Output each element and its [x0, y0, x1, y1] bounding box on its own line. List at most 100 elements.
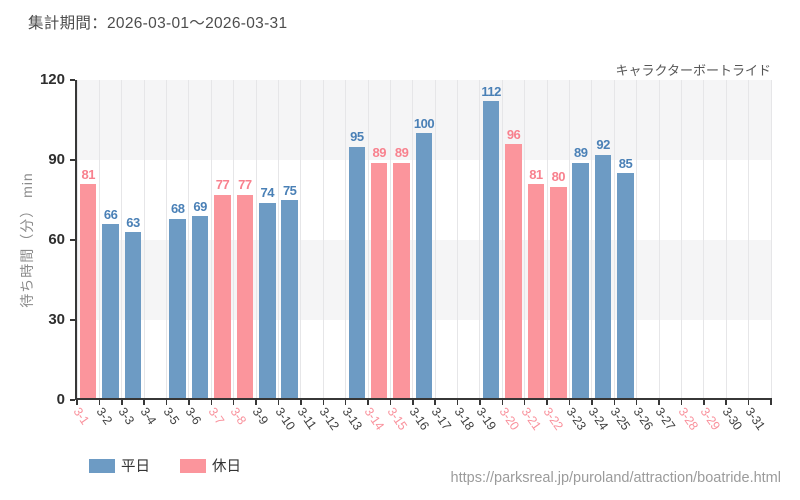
x-axis-tick [434, 400, 436, 405]
x-tick-label: 3-18 [451, 405, 477, 433]
x-tick-label: 3-29 [697, 405, 723, 433]
x-tick-label: 3-21 [518, 405, 544, 433]
x-tick-label: 3-10 [272, 405, 298, 433]
x-tick-label: 3-30 [719, 405, 746, 433]
gridline [569, 80, 571, 400]
x-tick-label: 3-4 [137, 405, 160, 428]
bar-3-14 [370, 162, 388, 400]
bar-3-22 [550, 186, 567, 400]
bar-3-23 [572, 162, 589, 400]
legend-item-weekday: 平日 [89, 455, 150, 476]
y-tick-label: 120 [39, 71, 65, 88]
gridline [501, 80, 503, 400]
x-axis-tick [703, 400, 705, 405]
x-axis-tick [344, 400, 347, 405]
gridline [457, 80, 459, 400]
bar-value-label: 112 [481, 83, 501, 99]
y-tick-label: 30 [48, 311, 65, 328]
x-axis-tick [210, 400, 213, 405]
x-axis-tick [277, 400, 280, 405]
gridline [479, 80, 481, 400]
x-axis-tick [300, 400, 302, 405]
y-axis-tick [70, 319, 75, 321]
y-axis-tick [70, 159, 75, 161]
bar-3-9 [259, 202, 276, 400]
gridline [188, 80, 190, 400]
x-tick-label: 3-5 [160, 405, 182, 428]
x-axis-tick [188, 400, 190, 405]
x-tick-label: 3-11 [294, 405, 320, 432]
bar-value-label: 89 [573, 145, 588, 161]
x-axis-tick [747, 400, 750, 405]
bar-3-5 [169, 218, 186, 400]
bar-value-label: 63 [126, 214, 140, 230]
bar-value-label: 74 [260, 185, 275, 201]
bar-3-19 [482, 101, 500, 400]
bar-3-16 [415, 133, 433, 400]
x-axis-tick [680, 400, 683, 405]
x-tick-label: 3-22 [540, 405, 566, 433]
bar-3-15 [393, 162, 410, 400]
x-tick-label: 3-24 [585, 405, 611, 433]
y-axis-tick [70, 79, 75, 81]
gridline [748, 80, 750, 400]
x-tick-label: 3-15 [384, 405, 410, 433]
x-axis-tick [635, 400, 638, 405]
x-axis-tick [501, 400, 504, 405]
bar-value-label: 89 [394, 145, 409, 161]
bar-value-label: 77 [215, 177, 230, 193]
x-axis-tick [121, 400, 123, 405]
bar-3-13 [348, 146, 366, 400]
x-tick-label: 3-17 [428, 405, 455, 433]
bar-value-label: 66 [103, 206, 118, 222]
bar-3-6 [191, 216, 209, 400]
x-axis-tick [389, 400, 392, 405]
bar-value-label: 81 [81, 166, 95, 182]
gridline [524, 80, 526, 400]
legend-swatch-1 [180, 458, 206, 473]
bar-3-25 [617, 173, 634, 400]
legend-item-holiday: 休日 [180, 455, 241, 476]
gridline [166, 80, 168, 400]
report-period-title: 集計期間：2026-03-01～2026-03-31 [28, 15, 288, 32]
y-axis-tick [70, 239, 75, 241]
x-tick-label: 3-20 [496, 405, 522, 433]
x-tick-label: 3-14 [361, 405, 387, 433]
legend-swatch-0 [89, 458, 115, 473]
gridline [546, 80, 548, 400]
x-axis-tick [367, 400, 369, 405]
bar-value-label: 75 [282, 182, 297, 198]
bar-value-label: 92 [596, 137, 610, 153]
bar-3-1 [79, 184, 97, 400]
x-axis-tick [568, 400, 571, 405]
x-axis-tick [412, 400, 414, 405]
x-tick-label: 3-31 [742, 405, 768, 433]
gridline [770, 80, 772, 400]
y-tick-label: 90 [48, 151, 65, 168]
x-axis-tick [165, 400, 168, 405]
bar-value-label: 100 [413, 115, 435, 131]
gridline [121, 80, 123, 400]
x-axis-line [76, 398, 772, 400]
bar-3-7 [214, 194, 231, 400]
gridline [345, 80, 347, 400]
x-axis-tick [546, 400, 548, 405]
gridline [412, 80, 414, 400]
x-tick-label: 3-19 [473, 405, 499, 433]
x-axis-tick [232, 400, 235, 405]
gridline [322, 80, 324, 400]
x-tick-label: 3-12 [316, 405, 343, 433]
legend-label-holiday: 休日 [212, 459, 241, 475]
bar-3-8 [236, 194, 254, 400]
bar-3-2 [102, 224, 119, 400]
x-axis-tick [76, 400, 78, 405]
x-tick-label: 3-28 [675, 405, 701, 433]
x-tick-label: 3-23 [563, 405, 589, 433]
bar-value-label: 80 [551, 169, 566, 185]
x-tick-label: 3-13 [339, 405, 365, 433]
gridline [613, 80, 615, 400]
gridline [210, 80, 212, 400]
gridline [591, 80, 593, 400]
bar-value-label: 68 [171, 201, 185, 217]
